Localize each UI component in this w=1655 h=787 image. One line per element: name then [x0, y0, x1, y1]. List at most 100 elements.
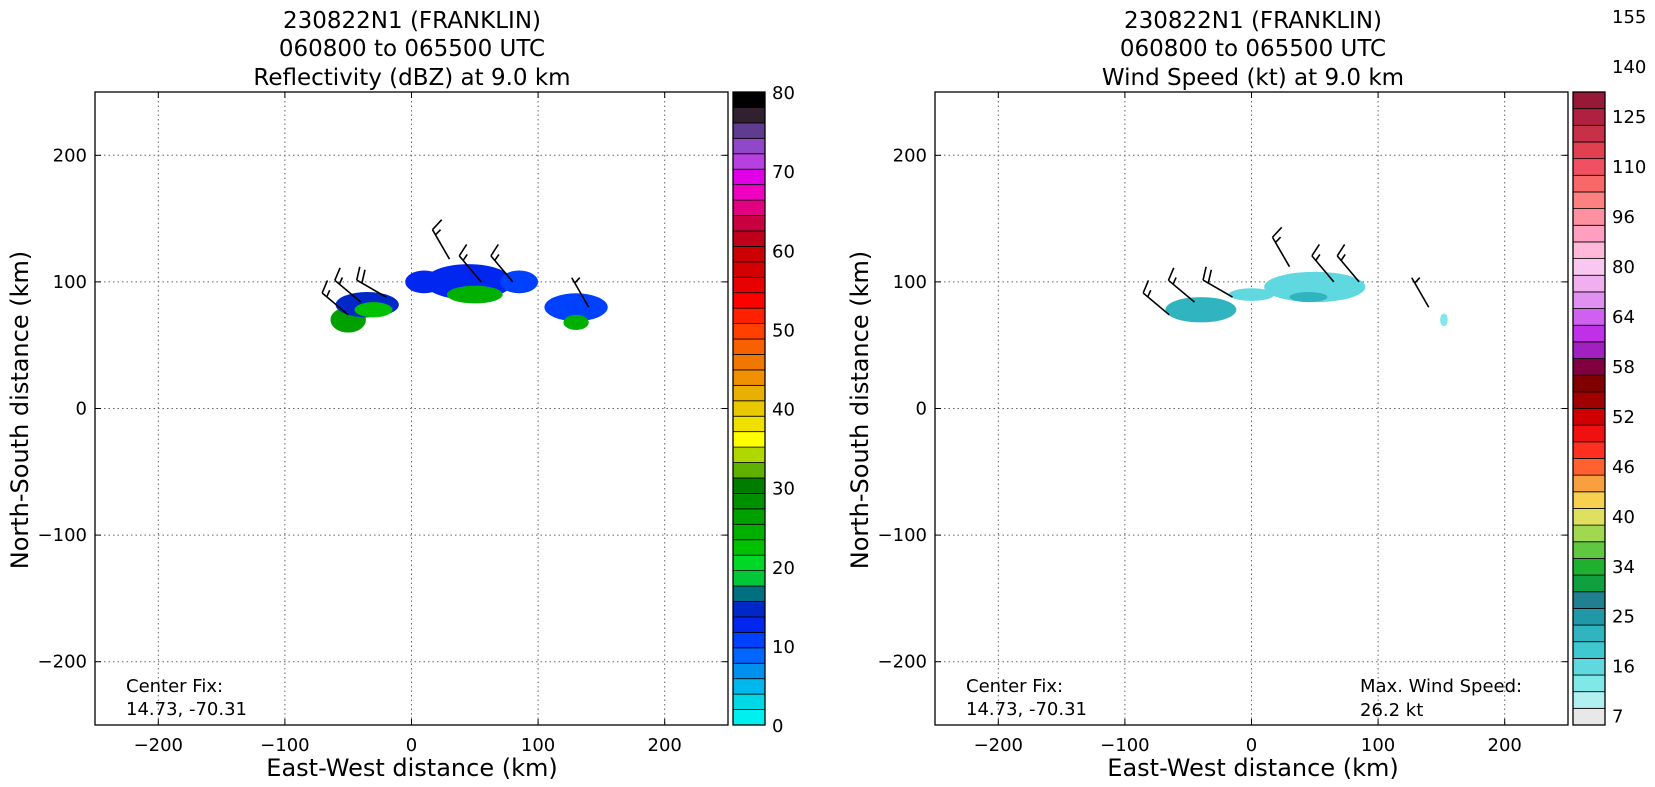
max-wind-value: 26.2 kt: [1360, 700, 1423, 721]
colorbar-segment: [732, 323, 766, 340]
center-fix-label: Center Fix:: [126, 676, 223, 697]
colorbar: 0 10 20 30 40 50 60 70 80: [732, 83, 795, 737]
barb-half-feather: [1414, 277, 1421, 284]
colorbar-segment: [1572, 624, 1606, 643]
colorbar-segment: [1572, 558, 1606, 576]
colorbar-segment: [732, 585, 766, 602]
colorbar-segment: [732, 369, 766, 386]
y-tick-label: 200: [893, 145, 927, 166]
colorbar-tick-label: 96: [1612, 207, 1635, 228]
center-fix-label: Center Fix:: [966, 676, 1063, 697]
colorbar-segment: [732, 693, 766, 710]
colorbar-segment: [732, 539, 766, 556]
colorbar-segment: [1572, 441, 1606, 459]
wind-barb: [490, 243, 514, 283]
barb-half-feather: [1172, 277, 1177, 285]
barb-half-feather: [462, 253, 468, 261]
plot-area: −200 −100 0 100 200 −200 −100 0 100 200: [878, 91, 1569, 756]
colorbar-segment: [732, 168, 766, 186]
barb-feather: [1207, 269, 1213, 284]
x-tick-label: −200: [134, 735, 183, 756]
colorbar-segment: [1572, 657, 1606, 676]
barb-feather: [1142, 280, 1150, 294]
barb-feather: [321, 280, 329, 294]
y-tick-label: 100: [893, 272, 927, 293]
barb-half-feather: [1147, 289, 1152, 298]
barb-shaft: [1271, 236, 1291, 268]
x-tick-label: 200: [648, 735, 682, 756]
barb-feather: [1271, 226, 1283, 238]
chart-title-line-1: 230822N1 (FRANKLIN): [1124, 8, 1382, 34]
colorbar-segment: [732, 384, 766, 402]
colorbar-segment: [1572, 458, 1606, 476]
echo-cell: [1228, 288, 1275, 301]
colorbar-segment: [732, 631, 766, 649]
wind-barb: [355, 266, 387, 298]
wind-barb: [321, 280, 349, 316]
barb-feather: [431, 219, 443, 231]
x-tick-label: 100: [521, 735, 555, 756]
barb-feather: [361, 269, 366, 284]
wind-barb: [1411, 277, 1430, 308]
echo-cell: [1289, 292, 1328, 303]
x-tick-label: 0: [406, 735, 417, 756]
colorbar-segment: [1572, 108, 1606, 126]
barb-feather: [1311, 243, 1320, 257]
colorbar: 7 16 25 34 40 46 52 58 64 80 96 110 125 140 155: [1572, 7, 1646, 728]
colorbar-segment: [1572, 607, 1606, 626]
reflectivity-panel: 230822N1 (FRANKLIN) 060800 to 065500 UTC…: [6, 8, 795, 782]
colorbar-segment: [732, 184, 766, 201]
colorbar-segment: [732, 307, 766, 324]
colorbar-segment: [732, 709, 766, 726]
colorbar-tick-label: 52: [1612, 407, 1635, 428]
echo-cell: [563, 314, 589, 331]
colorbar-segment: [1572, 174, 1606, 193]
x-tick-label: 200: [1488, 735, 1522, 756]
barb-half-feather: [434, 229, 442, 236]
colorbar-segment: [732, 107, 766, 124]
y-axis-label: North-South distance (km): [6, 251, 34, 570]
wind-barb: [1311, 243, 1335, 283]
colorbar-segment: [732, 678, 766, 695]
barb-feather: [334, 267, 341, 281]
colorbar-tick-label: 110: [1612, 157, 1646, 178]
colorbar-tick-label: 58: [1612, 357, 1635, 378]
barb-shaft: [1142, 292, 1170, 316]
wind-barb: [334, 267, 362, 303]
colorbar-segment: [732, 91, 766, 108]
colorbar-tick-label: 64: [1612, 307, 1635, 328]
wind-barb: [1167, 267, 1196, 303]
colorbar-tick-label: 0: [772, 716, 783, 737]
barb-half-feather: [494, 253, 500, 261]
y-tick-label: 200: [53, 145, 87, 166]
echo-cell: [1165, 297, 1237, 323]
colorbar-segment: [732, 662, 766, 680]
colorbar-segment: [732, 215, 766, 232]
wind-speed-panel: 230822N1 (FRANKLIN) 060800 to 065500 UTC…: [846, 7, 1646, 782]
colorbar-tick-label: 20: [772, 558, 795, 579]
colorbar-tick-label: 10: [772, 637, 795, 658]
colorbar-segment: [1572, 474, 1606, 493]
colorbar-tick-label: 7: [1612, 707, 1623, 728]
colorbar-tick-label: 60: [772, 241, 795, 262]
colorbar-tick-label: 155: [1612, 7, 1646, 28]
x-tick-label: −200: [974, 735, 1023, 756]
colorbar-segment: [732, 354, 766, 371]
colorbar-tick-label: 30: [772, 479, 795, 500]
colorbar-segment: [1572, 541, 1606, 559]
plot-area: −200 −100 0 100 200 −200 −100 0 100 200: [38, 91, 729, 756]
colorbar-segment: [1572, 308, 1606, 326]
max-wind-label: Max. Wind Speed:: [1360, 676, 1522, 697]
x-axis-label: East-West distance (km): [266, 754, 557, 782]
barb-half-feather: [338, 277, 344, 285]
colorbar-segment: [1572, 291, 1606, 309]
colorbar-segment: [1572, 408, 1606, 426]
colorbar-segment: [732, 261, 766, 278]
barb-shaft: [1167, 279, 1196, 303]
colorbar-segment: [1572, 258, 1606, 276]
wind-barb: [458, 243, 482, 283]
barb-half-feather: [326, 289, 331, 298]
colorbar-segment: [1572, 274, 1606, 293]
barb-feather: [490, 243, 499, 257]
barb-feather: [1336, 243, 1346, 257]
